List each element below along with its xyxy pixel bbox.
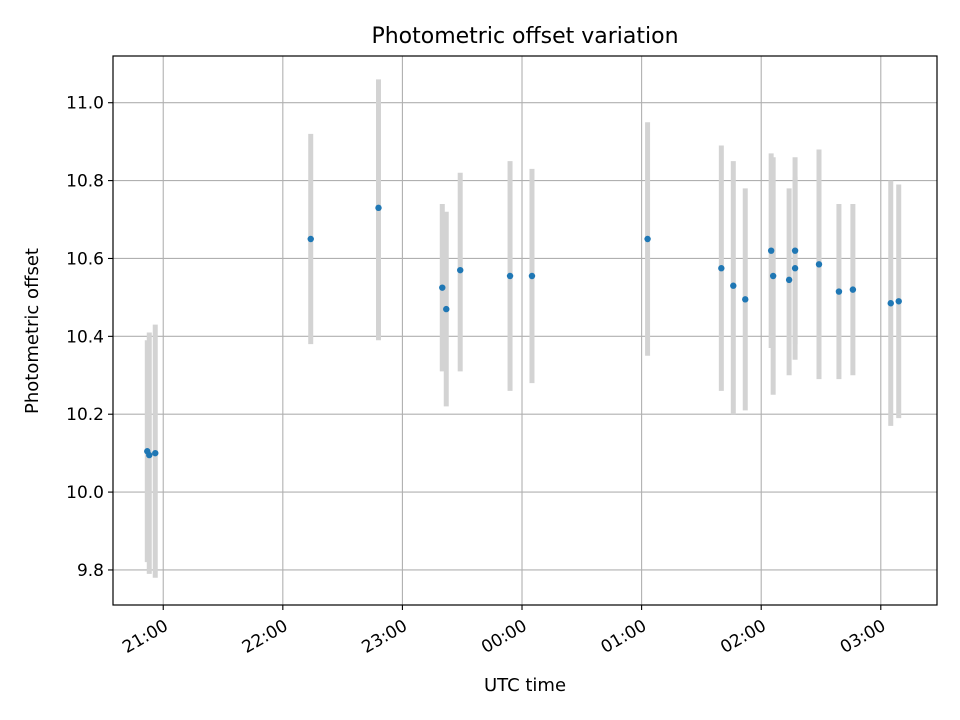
data-point [742, 296, 749, 303]
chart-title: Photometric offset variation [371, 24, 678, 49]
data-point [307, 235, 314, 243]
x-tick-label: 02:00 [717, 616, 769, 658]
y-tick-label: 9.8 [77, 561, 104, 581]
data-point [528, 272, 536, 280]
data-point [785, 276, 793, 284]
x-tick-label: 22:00 [239, 616, 291, 658]
data-point [849, 286, 857, 293]
data-point [767, 247, 775, 254]
data-point [769, 272, 777, 280]
y-tick-label: 11.0 [66, 94, 104, 114]
data-point [146, 451, 153, 459]
data-point [506, 272, 514, 280]
y-tick-label: 10.8 [66, 172, 104, 192]
data-point [815, 261, 823, 268]
x-tick-label: 21:00 [119, 616, 171, 658]
y-axis-ticks: 9.8 10.0 10.2 10.4 10.6 10.8 11.0 [66, 94, 113, 581]
data-point [443, 305, 450, 313]
y-tick-label: 10.6 [66, 249, 104, 269]
x-tick-label: 03:00 [837, 616, 889, 658]
data-point [439, 284, 446, 291]
data-point [791, 247, 799, 254]
data-point [730, 282, 737, 289]
error-bars [144, 79, 902, 578]
y-tick-label: 10.0 [66, 483, 104, 503]
data-points [144, 204, 902, 459]
x-tick-label: 00:00 [478, 616, 530, 658]
data-point [644, 235, 651, 243]
plot-frame [112, 55, 938, 606]
data-point [152, 449, 159, 457]
data-point [718, 265, 725, 272]
data-point [895, 298, 902, 305]
x-tick-label: 01:00 [598, 616, 650, 658]
x-axis-label: UTC time [484, 675, 566, 696]
x-tick-label: 23:00 [358, 616, 410, 658]
data-point [375, 204, 382, 212]
y-tick-label: 10.2 [66, 405, 104, 425]
grid [113, 56, 937, 605]
data-point [835, 288, 843, 295]
data-point [791, 265, 799, 272]
x-axis-ticks: 21:00 22:00 23:00 00:00 01:00 02:00 03:00 [119, 605, 889, 658]
data-point [887, 300, 894, 307]
data-point [457, 266, 464, 274]
y-tick-label: 10.4 [66, 327, 104, 347]
y-axis-label: Photometric offset [22, 248, 43, 414]
